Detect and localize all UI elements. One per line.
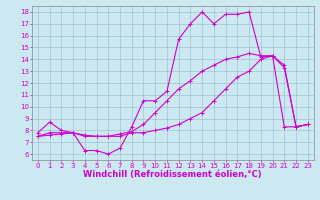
X-axis label: Windchill (Refroidissement éolien,°C): Windchill (Refroidissement éolien,°C): [84, 170, 262, 179]
